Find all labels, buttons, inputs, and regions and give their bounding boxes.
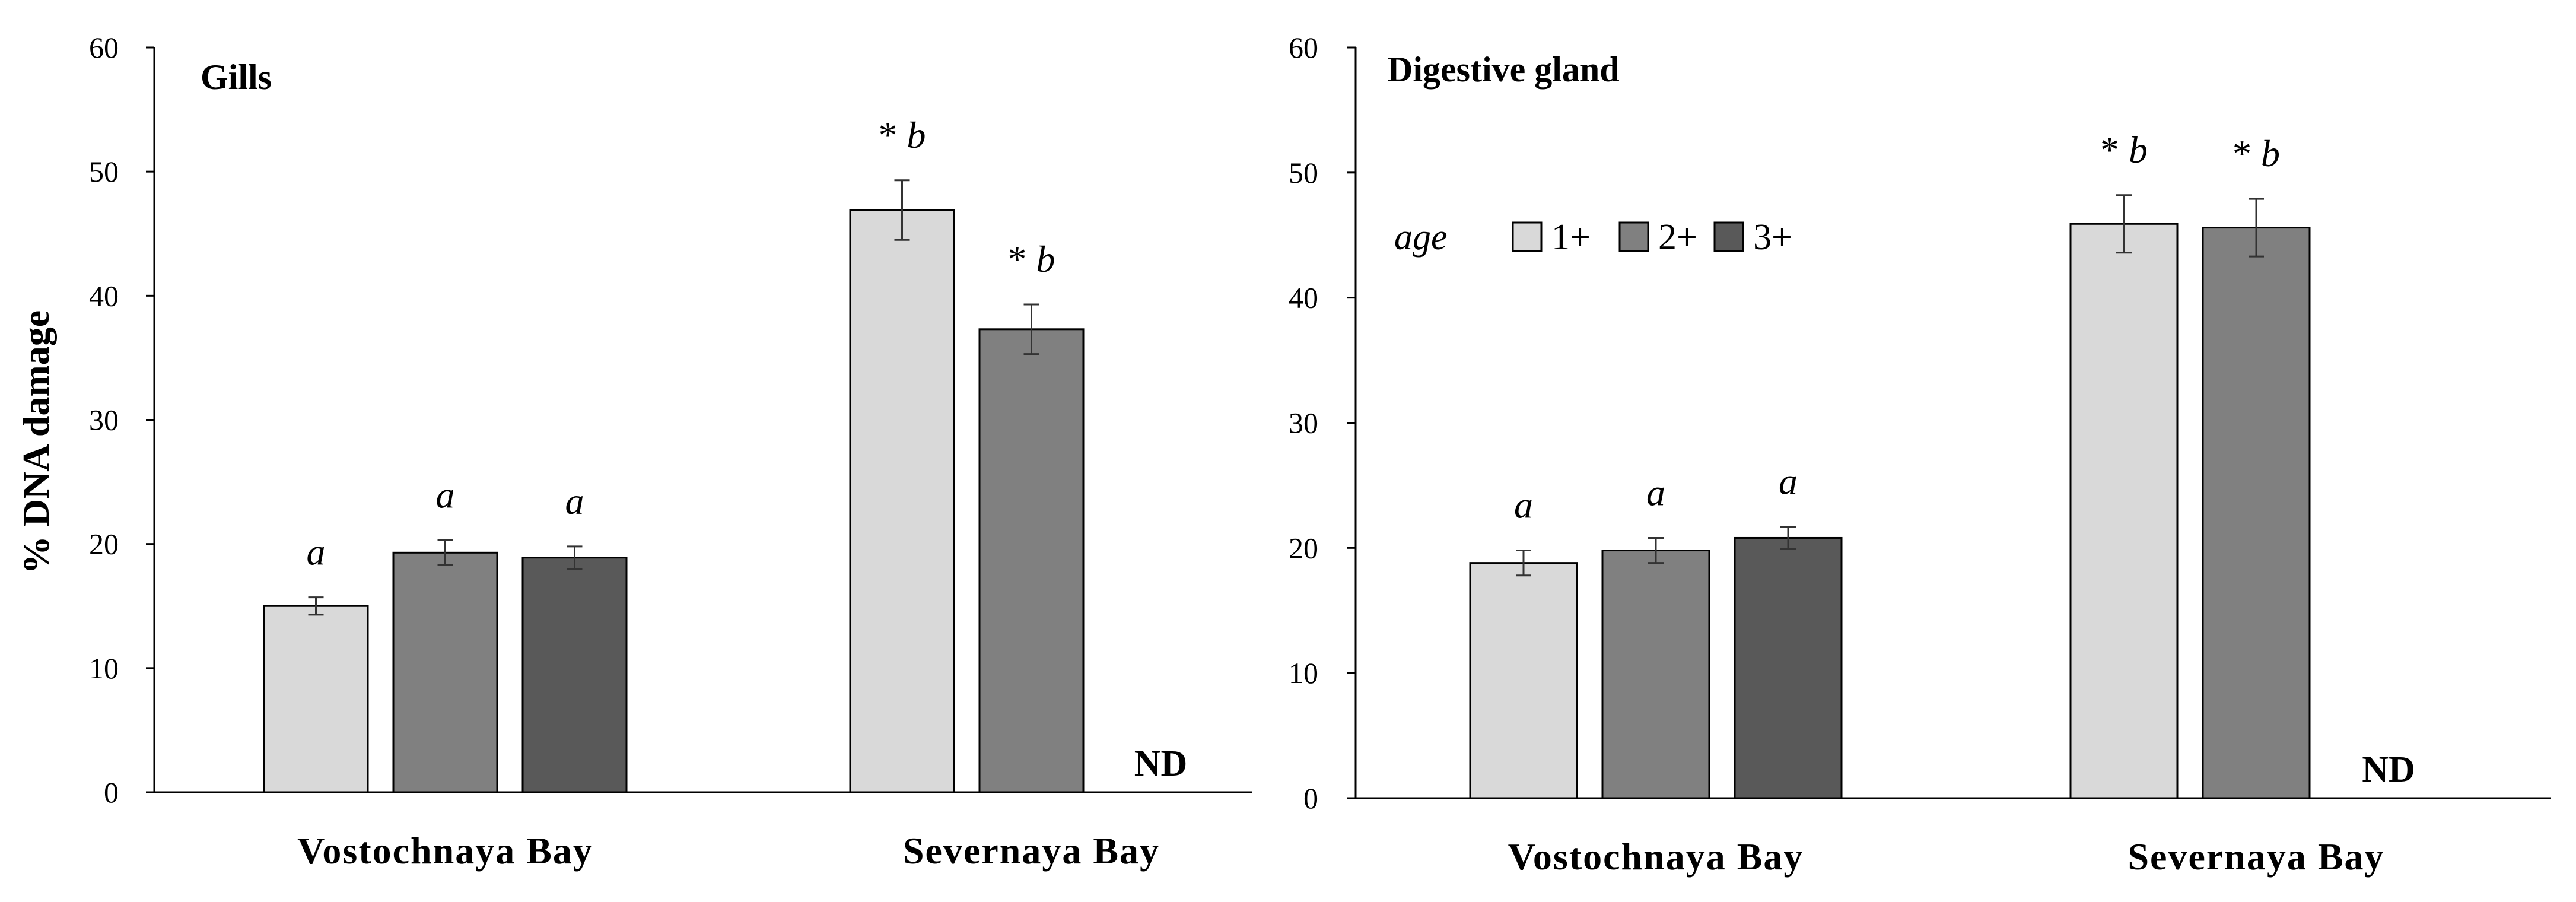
- significance-label: a: [307, 531, 326, 573]
- significance-label: * b: [2100, 129, 2148, 171]
- significance-star: *: [2100, 129, 2119, 171]
- legend-swatch: [1713, 221, 1744, 252]
- significance-letter: b: [907, 114, 926, 156]
- legend-swatch: [1512, 221, 1543, 252]
- bar: [263, 605, 369, 793]
- significance-star: *: [879, 114, 898, 156]
- significance-letter: a: [565, 480, 584, 522]
- y-tick-label: 20: [89, 528, 119, 561]
- significance-label: a: [1514, 484, 1533, 526]
- y-tick-label: 30: [89, 404, 119, 437]
- bar: [978, 328, 1085, 793]
- significance-label: a: [565, 480, 584, 522]
- y-tick-label: 30: [1289, 406, 1318, 440]
- legend-title: age: [1394, 217, 1448, 258]
- bar: [1601, 550, 1710, 799]
- y-tick-label: 50: [1289, 156, 1318, 189]
- bar: [2069, 223, 2179, 799]
- bar: [2202, 227, 2311, 799]
- legend-label: 3+: [1753, 217, 1792, 258]
- significance-letter: b: [2129, 129, 2148, 171]
- legend-swatch: [1618, 221, 1649, 252]
- nd-annotation: ND: [1134, 744, 1188, 784]
- significance-letter: a: [1779, 460, 1798, 502]
- legend: age 1+ 2+ 3+: [1394, 217, 1792, 258]
- y-tick-label: 40: [1289, 281, 1318, 315]
- bar: [849, 209, 955, 793]
- y-tick-label: 0: [104, 776, 119, 809]
- significance-letter: a: [436, 474, 455, 516]
- category-label: Severnaya Bay: [2127, 836, 2384, 878]
- y-tick-label: 60: [1289, 31, 1318, 64]
- significance-letter: a: [307, 531, 326, 573]
- category-label: Vostochnaya Bay: [297, 830, 593, 872]
- significance-letter: b: [2261, 132, 2280, 174]
- bar: [1469, 562, 1578, 799]
- y-tick-label: 20: [1289, 531, 1318, 564]
- panel-title: Gills: [201, 58, 272, 97]
- panel-digestive-gland: 0 10 20 30 40 50 60 Digestive gland a a a Vostochna…: [1289, 31, 2551, 878]
- bar: [392, 551, 498, 793]
- y-tick-label: 40: [89, 279, 119, 312]
- significance-star: *: [2232, 132, 2251, 174]
- significance-label: * b: [1008, 238, 1055, 280]
- significance-letter: a: [1646, 471, 1665, 513]
- significance-label: * b: [2232, 132, 2280, 174]
- y-tick-label: 0: [1303, 782, 1318, 815]
- legend-label: 1+: [1551, 217, 1591, 258]
- category-label: Vostochnaya Bay: [1508, 836, 1804, 878]
- bar: [1734, 536, 1843, 799]
- significance-label: a: [1646, 471, 1665, 513]
- y-tick-label: 10: [1289, 656, 1318, 690]
- y-axis-label: % DNA damage: [15, 310, 57, 574]
- significance-label: * b: [879, 114, 926, 156]
- category-label: Severnaya Bay: [903, 830, 1160, 872]
- panel-title: Digestive gland: [1387, 50, 1620, 89]
- significance-letter: a: [1514, 484, 1533, 526]
- significance-label: a: [436, 474, 455, 516]
- y-tick-label: 60: [89, 31, 119, 64]
- nd-annotation: ND: [2362, 749, 2415, 790]
- y-tick-label: 10: [89, 652, 119, 685]
- y-tick-label: 50: [89, 155, 119, 188]
- significance-label: a: [1779, 460, 1798, 502]
- bar: [521, 557, 628, 793]
- significance-star: *: [1008, 238, 1027, 280]
- legend-label: 2+: [1658, 217, 1697, 258]
- significance-letter: b: [1036, 238, 1055, 280]
